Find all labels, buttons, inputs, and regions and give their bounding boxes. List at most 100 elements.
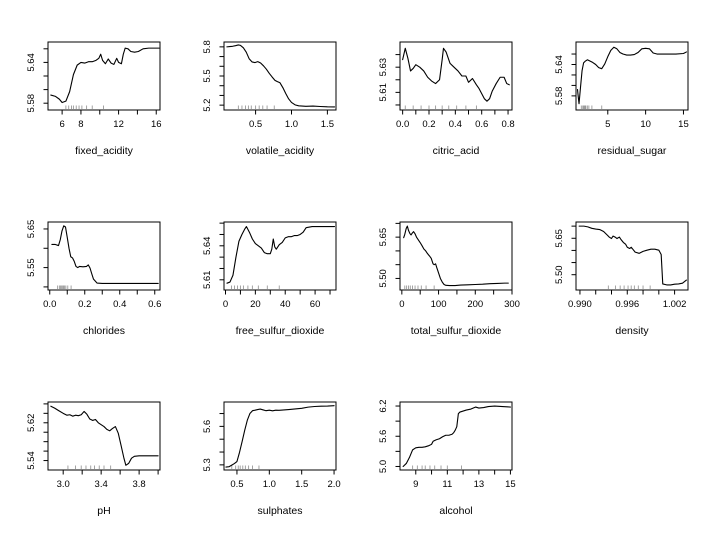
y-axis: 5.54 5.62 bbox=[26, 403, 48, 470]
x-axis-label: sulphates bbox=[258, 505, 303, 517]
x-axis-label: volatile_acidity bbox=[246, 145, 315, 157]
y-tick-label: 5.8 bbox=[202, 40, 213, 53]
curve-citric_acid bbox=[402, 47, 510, 102]
subplot-chlorides: 0.0 0.2 0.4 0.6 5.55 5.65 chlorides bbox=[8, 180, 184, 360]
x-axis: 0.0 0.2 0.4 0.6 0.8 bbox=[396, 110, 515, 130]
y-tick-label: 5.54 bbox=[26, 451, 37, 470]
x-tick-label: 0.990 bbox=[568, 299, 592, 310]
y-axis: 5.50 5.65 bbox=[378, 222, 400, 288]
subplot-canvas-residual_sugar: 5 10 15 5.58 5.64 residual_sugar bbox=[554, 41, 689, 157]
plot-box bbox=[47, 41, 161, 111]
rug-marks bbox=[607, 285, 651, 289]
x-tick-label: 0.4 bbox=[449, 119, 462, 130]
curve-volatile_acidity bbox=[226, 44, 336, 108]
subplot-citric_acid: 0.0 0.2 0.4 0.6 0.8 5.61 5.63 citric_acid bbox=[360, 0, 536, 180]
rug-marks bbox=[580, 105, 603, 109]
subplot-volatile_acidity: 0.5 1.0 1.5 5.2 5.5 5.8 volatile_acidity bbox=[184, 0, 360, 180]
x-tick-label: 15 bbox=[678, 119, 689, 130]
subplot-canvas-total_sulfur_dioxide: 0 100 200 300 5.50 5.65 total_sulfur_dioxide bbox=[378, 221, 520, 337]
plot-box bbox=[575, 41, 689, 111]
plot-box bbox=[223, 401, 337, 471]
rug-marks bbox=[237, 105, 275, 109]
x-tick-label: 15 bbox=[505, 479, 516, 490]
y-tick-label: 5.6 bbox=[378, 430, 389, 443]
y-axis: 5.0 5.6 6.2 bbox=[378, 399, 400, 473]
rug-marks bbox=[231, 285, 280, 289]
x-tick-label: 0.996 bbox=[615, 299, 639, 310]
y-tick-label: 5.50 bbox=[554, 265, 565, 284]
subplot-total_sulfur_dioxide: 0 100 200 300 5.50 5.65 total_sulfur_dioxide bbox=[360, 180, 536, 360]
plot-box bbox=[47, 221, 161, 291]
y-tick-label: 5.62 bbox=[26, 414, 37, 433]
x-tick-label: 10 bbox=[640, 119, 651, 130]
x-tick-label: 1.5 bbox=[321, 119, 334, 130]
x-tick-label: 2.0 bbox=[327, 479, 340, 490]
curve-chlorides bbox=[51, 225, 159, 284]
y-tick-label: 5.3 bbox=[202, 458, 213, 471]
y-axis: 5.3 5.6 bbox=[202, 413, 224, 471]
x-tick-label: 0 bbox=[223, 299, 228, 310]
y-tick-label: 5.63 bbox=[378, 58, 389, 77]
x-tick-label: 0.2 bbox=[78, 299, 91, 310]
rug-marks bbox=[65, 105, 104, 109]
x-axis: 0.5 1.0 1.5 bbox=[249, 110, 334, 130]
x-tick-label: 3.8 bbox=[133, 479, 146, 490]
rug-marks bbox=[67, 465, 112, 469]
x-tick-label: 40 bbox=[280, 299, 291, 310]
subplot-canvas-sulphates: 0.5 1.0 1.5 2.0 5.3 5.6 sulphates bbox=[202, 401, 341, 517]
x-tick-label: 20 bbox=[250, 299, 261, 310]
x-tick-label: 5 bbox=[605, 119, 610, 130]
y-tick-label: 5.64 bbox=[26, 53, 37, 72]
y-tick-label: 5.65 bbox=[554, 229, 565, 248]
curve-fixed_acidity bbox=[50, 47, 160, 104]
x-tick-label: 9 bbox=[413, 479, 418, 490]
y-tick-label: 5.64 bbox=[554, 55, 565, 74]
subplot-canvas-density: 0.990 0.996 1.002 5.50 5.65 density bbox=[554, 221, 689, 337]
y-axis: 5.61 5.64 bbox=[202, 222, 224, 290]
x-tick-label: 1.0 bbox=[263, 479, 276, 490]
y-tick-label: 5.6 bbox=[202, 420, 213, 433]
y-tick-label: 5.55 bbox=[26, 258, 37, 277]
x-tick-label: 1.002 bbox=[663, 299, 687, 310]
y-tick-label: 5.65 bbox=[26, 220, 37, 239]
subplot-canvas-pH: 3.0 3.4 3.8 5.54 5.62 pH bbox=[26, 401, 161, 517]
curve-density bbox=[578, 225, 687, 286]
y-tick-label: 5.61 bbox=[378, 83, 389, 102]
x-tick-label: 300 bbox=[504, 299, 520, 310]
x-axis-label: chlorides bbox=[83, 325, 125, 337]
x-tick-label: 0.6 bbox=[475, 119, 488, 130]
x-tick-label: 200 bbox=[467, 299, 483, 310]
plot-box bbox=[575, 221, 689, 291]
subplot-alcohol: 9 11 13 15 5.0 5.6 6.2 alcohol bbox=[360, 360, 536, 540]
x-tick-label: 0.2 bbox=[422, 119, 435, 130]
y-axis: 5.50 5.65 bbox=[554, 225, 576, 284]
subplot-free_sulfur_dioxide: 0 20 40 60 5.61 5.64 free_sulfur_dioxide bbox=[184, 180, 360, 360]
y-axis: 5.61 5.63 bbox=[378, 54, 400, 106]
y-tick-label: 5.61 bbox=[202, 271, 213, 290]
y-tick-label: 5.65 bbox=[378, 228, 389, 247]
x-tick-label: 11 bbox=[442, 479, 452, 490]
y-axis: 5.2 5.5 5.8 bbox=[202, 40, 224, 112]
subplot-canvas-volatile_acidity: 0.5 1.0 1.5 5.2 5.5 5.8 volatile_acidity bbox=[202, 40, 337, 157]
subplot-canvas-citric_acid: 0.0 0.2 0.4 0.6 0.8 5.61 5.63 citric_acid bbox=[378, 41, 515, 157]
x-axis: 0.0 0.2 0.4 0.6 bbox=[43, 290, 161, 310]
rug-marks bbox=[57, 285, 72, 289]
x-tick-label: 1.5 bbox=[295, 479, 308, 490]
subplot-canvas-alcohol: 9 11 13 15 5.0 5.6 6.2 alcohol bbox=[378, 399, 516, 517]
x-axis: 5 10 15 bbox=[605, 110, 689, 130]
x-axis-label: total_sulfur_dioxide bbox=[411, 325, 502, 337]
x-axis: 9 11 13 15 bbox=[413, 470, 516, 490]
x-axis: 0 100 200 300 bbox=[399, 290, 520, 310]
subplot-sulphates: 0.5 1.0 1.5 2.0 5.3 5.6 sulphates bbox=[184, 360, 360, 540]
x-axis-label: alcohol bbox=[439, 505, 472, 517]
x-tick-label: 3.4 bbox=[95, 479, 108, 490]
plot-box bbox=[399, 401, 513, 471]
x-tick-label: 0.4 bbox=[113, 299, 126, 310]
y-tick-label: 5.64 bbox=[202, 237, 213, 256]
y-tick-label: 5.50 bbox=[378, 269, 389, 288]
subplot-canvas-fixed_acidity: 6 8 12 16 5.58 5.64 fixed_acidity bbox=[26, 41, 162, 157]
x-tick-label: 13 bbox=[474, 479, 485, 490]
x-tick-label: 0.0 bbox=[43, 299, 56, 310]
x-axis: 0.990 0.996 1.002 bbox=[568, 290, 686, 310]
